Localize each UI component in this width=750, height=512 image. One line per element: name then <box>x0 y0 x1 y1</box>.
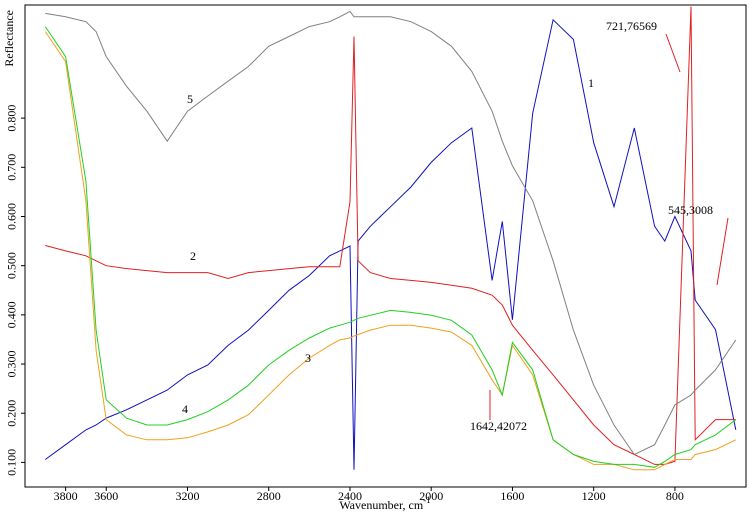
x-axis-label: Wavenumber, cm-1 <box>339 495 430 512</box>
y-tick-label: 0.600 <box>5 203 19 230</box>
annotation: 1642,42072 <box>470 419 527 433</box>
plot-frame <box>24 4 747 488</box>
y-tick-label: 0.700 <box>5 154 19 181</box>
x-tick-label: 800 <box>666 489 684 503</box>
series-label: 4 <box>182 402 188 416</box>
annotation-arrow <box>716 217 729 286</box>
x-label-sup: -1 <box>423 495 431 505</box>
x-tick-label: 2000 <box>419 489 443 503</box>
y-axis-label: Reflectance <box>2 10 16 67</box>
x-tick-label: 1600 <box>500 489 524 503</box>
x-tick-label: 2400 <box>338 489 362 503</box>
y-tick-label: 0.400 <box>5 301 19 328</box>
x-tick-label: 2800 <box>257 489 281 503</box>
series-line <box>44 26 737 468</box>
y-tick-label: 0.200 <box>5 400 19 427</box>
annotation: 545,3008 <box>668 203 713 217</box>
y-tick-label: 0.500 <box>5 252 19 279</box>
x-tick-label: 3200 <box>175 489 199 503</box>
x-tick-label: 1200 <box>582 489 606 503</box>
y-tick-label: 0.800 <box>5 105 19 132</box>
y-tick-label: 0.300 <box>5 351 19 378</box>
series-label: 5 <box>187 92 193 106</box>
series-label: 3 <box>305 351 311 365</box>
x-label-text: Wavenumber, cm <box>339 498 424 512</box>
series-label: 1 <box>588 76 594 90</box>
series-line <box>44 31 737 471</box>
series-line <box>45 10 737 456</box>
series-label: 2 <box>190 249 196 263</box>
annotation-arrow <box>665 33 681 73</box>
x-tick-label: 3600 <box>94 489 118 503</box>
series-line <box>45 18 737 470</box>
series-line <box>45 6 736 465</box>
y-tick-label: 0.100 <box>5 449 19 476</box>
annotation: 721,76569 <box>606 19 657 33</box>
x-tick-label: 3800 <box>54 489 78 503</box>
